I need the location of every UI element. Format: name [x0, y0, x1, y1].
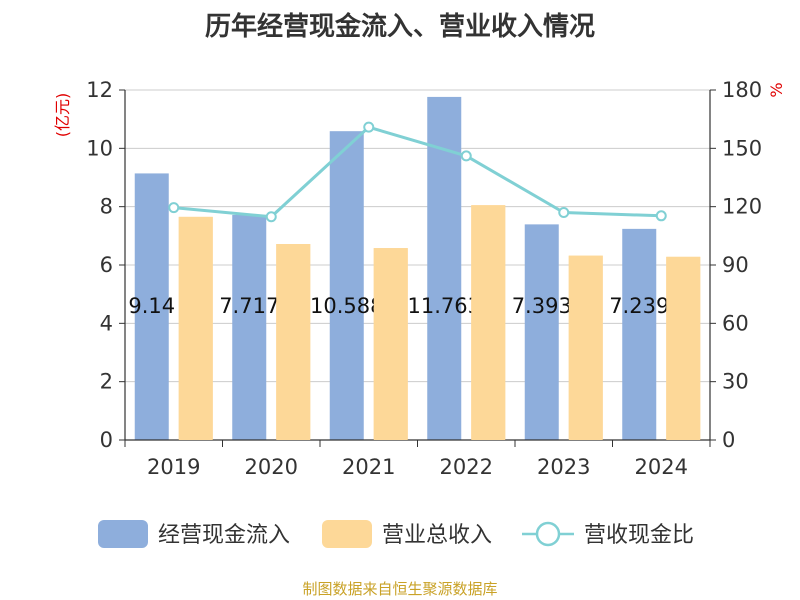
ratio-point [655, 210, 667, 222]
left-tick-label: 4 [100, 311, 113, 335]
ratio-point [558, 207, 570, 218]
right-tick-label: 180 [722, 78, 762, 102]
bar-cash-inflow [232, 214, 267, 440]
data-label-cash-inflow: 7.717 [219, 294, 279, 318]
legend-swatch-cash-inflow[interactable] [98, 520, 148, 548]
x-tick-label: 2021 [342, 455, 395, 479]
ratio-line [168, 121, 667, 223]
legend[interactable]: 经营现金流入 营业总收入 营收现金比 [98, 520, 694, 548]
right-tick-label: 120 [722, 195, 762, 219]
bar-total-revenue-overlay [666, 256, 701, 440]
legend-swatch-total-revenue[interactable] [322, 520, 372, 548]
legend-label-cash-inflow[interactable]: 经营现金流入 [158, 523, 290, 548]
right-tick-label: 60 [722, 311, 749, 335]
right-tick-label: 150 [722, 136, 762, 160]
left-axis-unit: (亿元) [53, 93, 72, 138]
left-tick-label: 8 [100, 195, 113, 219]
x-tick-label: 2023 [537, 455, 590, 479]
data-label-cash-inflow: 11.763 [408, 294, 481, 318]
gridlines [125, 89, 710, 383]
bar-cash-inflow [329, 131, 364, 440]
source-note: 制图数据来自恒生聚源数据库 [302, 580, 498, 598]
bar-total-revenue-overlay [568, 255, 603, 440]
ratio-point [460, 150, 472, 162]
data-label-cash-inflow: 9.14 [128, 294, 175, 318]
right-tick-label: 0 [722, 428, 735, 452]
bar-total-revenue-overlay [178, 216, 213, 440]
ratio-line-path [173, 125, 662, 219]
left-tick-label: 0 [100, 428, 113, 452]
bar-cash-inflow [524, 224, 559, 440]
left-tick-label: 10 [86, 136, 113, 160]
left-tick-label: 6 [100, 253, 113, 277]
bar-total-revenue-overlay [373, 248, 408, 440]
left-tick-label: 2 [100, 370, 113, 394]
x-tick-label: 2024 [635, 455, 688, 479]
ratio-point [265, 211, 277, 223]
bar-cash-inflow [622, 228, 657, 440]
data-label-cash-inflow: 10.588 [310, 294, 383, 318]
ratio-point [168, 202, 180, 214]
chart-title: 历年经营现金流入、营业收入情况 [204, 12, 595, 42]
legend-label-total-revenue[interactable]: 营业总收入 [382, 523, 492, 548]
legend-label-ratio[interactable]: 营收现金比 [584, 523, 694, 548]
data-label-cash-inflow: 7.393 [512, 294, 572, 318]
right-tick-label: 90 [722, 253, 749, 277]
right-tick-label: 30 [722, 370, 749, 394]
right-axis-unit: % [767, 82, 786, 97]
x-tick-label: 2022 [440, 455, 493, 479]
left-tick-label: 12 [86, 78, 113, 102]
bar-total-revenue-overlay [276, 244, 311, 440]
bar-total-revenue-overlay [471, 205, 506, 440]
x-tick-label: 2019 [147, 455, 200, 479]
data-label-cash-inflow: 7.239 [609, 294, 669, 318]
legend-marker-ratio[interactable] [535, 521, 561, 547]
x-tick-label: 2020 [245, 455, 298, 479]
ratio-point [363, 121, 375, 133]
bar-cash-inflow [134, 173, 169, 440]
data-labels: 9.14 7.717 10.588 11.763 7.393 7.239 [128, 205, 701, 440]
